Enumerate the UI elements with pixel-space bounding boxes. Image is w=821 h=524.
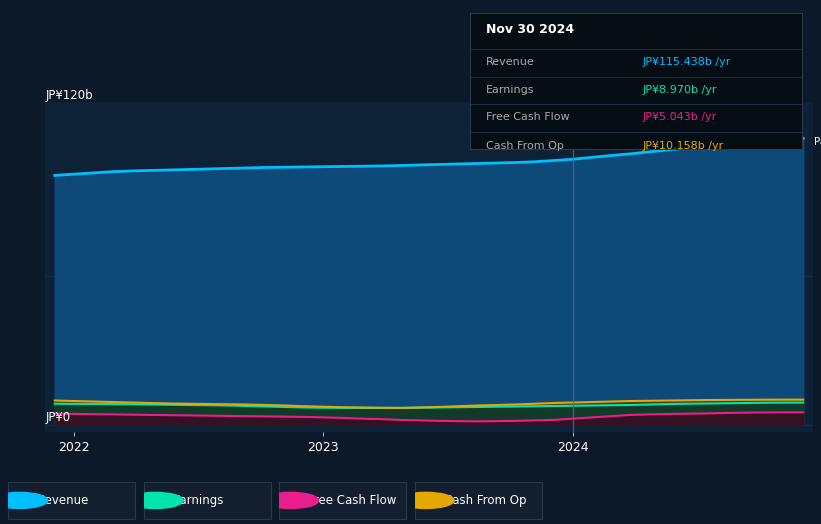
Text: Earnings: Earnings [173, 494, 224, 507]
Text: JP¥0: JP¥0 [45, 411, 71, 424]
Text: JP¥115.438b /yr: JP¥115.438b /yr [643, 57, 731, 67]
Circle shape [0, 493, 48, 508]
Text: Nov 30 2024: Nov 30 2024 [486, 23, 575, 36]
Circle shape [127, 493, 183, 508]
Text: Earnings: Earnings [486, 85, 534, 95]
Circle shape [263, 493, 319, 508]
Text: Cash From Op: Cash From Op [444, 494, 526, 507]
Text: JP¥5.043b /yr: JP¥5.043b /yr [643, 112, 717, 122]
Text: Revenue: Revenue [38, 494, 89, 507]
Text: JP¥10.158b /yr: JP¥10.158b /yr [643, 141, 724, 151]
Text: JP¥120b: JP¥120b [45, 89, 93, 102]
Text: JP¥8.970b /yr: JP¥8.970b /yr [643, 85, 717, 95]
Text: Past G: Past G [814, 137, 821, 147]
Circle shape [398, 493, 454, 508]
Text: Free Cash Flow: Free Cash Flow [309, 494, 397, 507]
Text: Cash From Op: Cash From Op [486, 141, 564, 151]
Text: Free Cash Flow: Free Cash Flow [486, 112, 570, 122]
Text: Revenue: Revenue [486, 57, 535, 67]
